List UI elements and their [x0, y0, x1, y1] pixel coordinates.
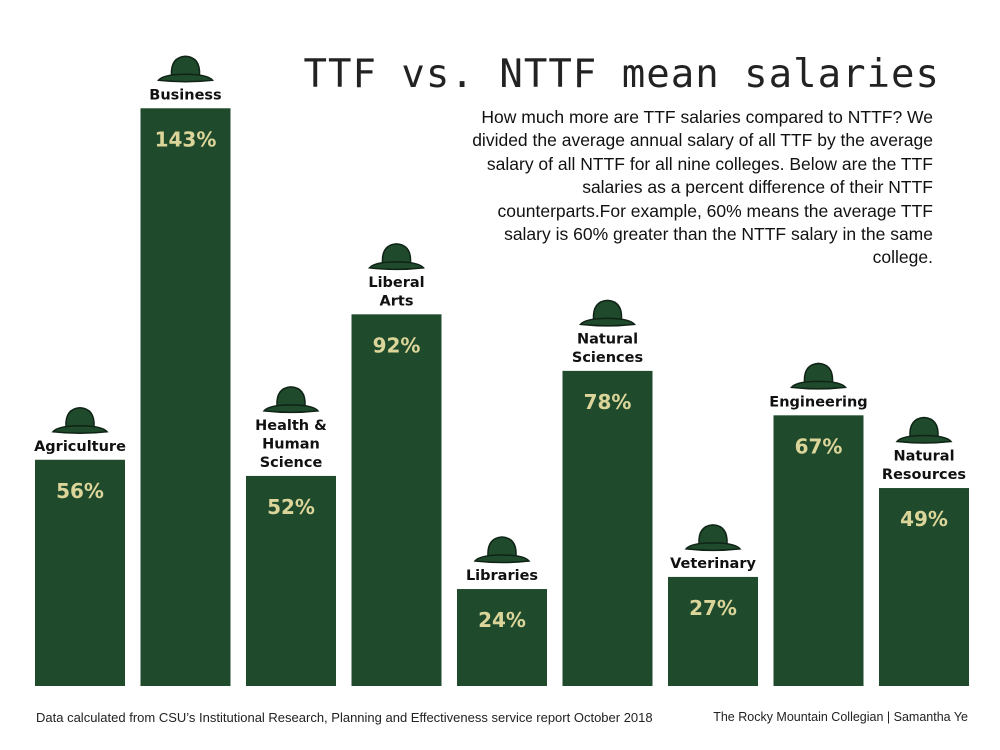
value-label: 56% [56, 479, 104, 503]
hat-icon [473, 536, 531, 564]
value-label: 24% [478, 608, 526, 632]
hat-icon [157, 55, 214, 83]
category-label: Agriculture [34, 439, 126, 455]
hat-icon [579, 299, 636, 327]
hat-icon [684, 524, 742, 552]
value-label: 27% [689, 596, 737, 620]
bar [246, 475, 336, 686]
source-note: Data calculated from CSU’s Institutional… [36, 710, 653, 725]
hat-icon [895, 416, 953, 444]
category-label: Natural Sciences [572, 331, 643, 366]
bar [457, 589, 547, 686]
category-label: Health & Human Science [255, 418, 327, 471]
category-label: Natural Resources [882, 449, 966, 484]
bar [879, 488, 969, 686]
chart-title: TTF vs. NTTF mean salaries [303, 52, 940, 97]
hat-icon [262, 386, 320, 414]
bar [351, 314, 442, 686]
category-label: Business [149, 87, 221, 103]
value-label: 67% [795, 434, 843, 458]
hat-icon [51, 407, 109, 435]
bar [562, 370, 653, 686]
category-label: Veterinary [670, 556, 756, 572]
category-label: Engineering [769, 394, 867, 410]
value-label: 92% [373, 333, 421, 357]
hat-icon [790, 362, 847, 390]
bar [773, 415, 864, 686]
bar [140, 108, 231, 686]
value-label: 49% [900, 507, 948, 531]
value-label: 143% [155, 127, 217, 151]
credit-line: The Rocky Mountain Collegian | Samantha … [713, 710, 968, 724]
value-label: 52% [267, 495, 315, 519]
value-label: 78% [584, 390, 632, 414]
bar [35, 459, 125, 686]
chart-description: How much more are TTF salaries compared … [472, 107, 933, 268]
category-label: Libraries [466, 568, 538, 584]
bar [668, 576, 758, 686]
hat-icon [368, 243, 425, 271]
category-label: Liberal Arts [368, 275, 424, 310]
